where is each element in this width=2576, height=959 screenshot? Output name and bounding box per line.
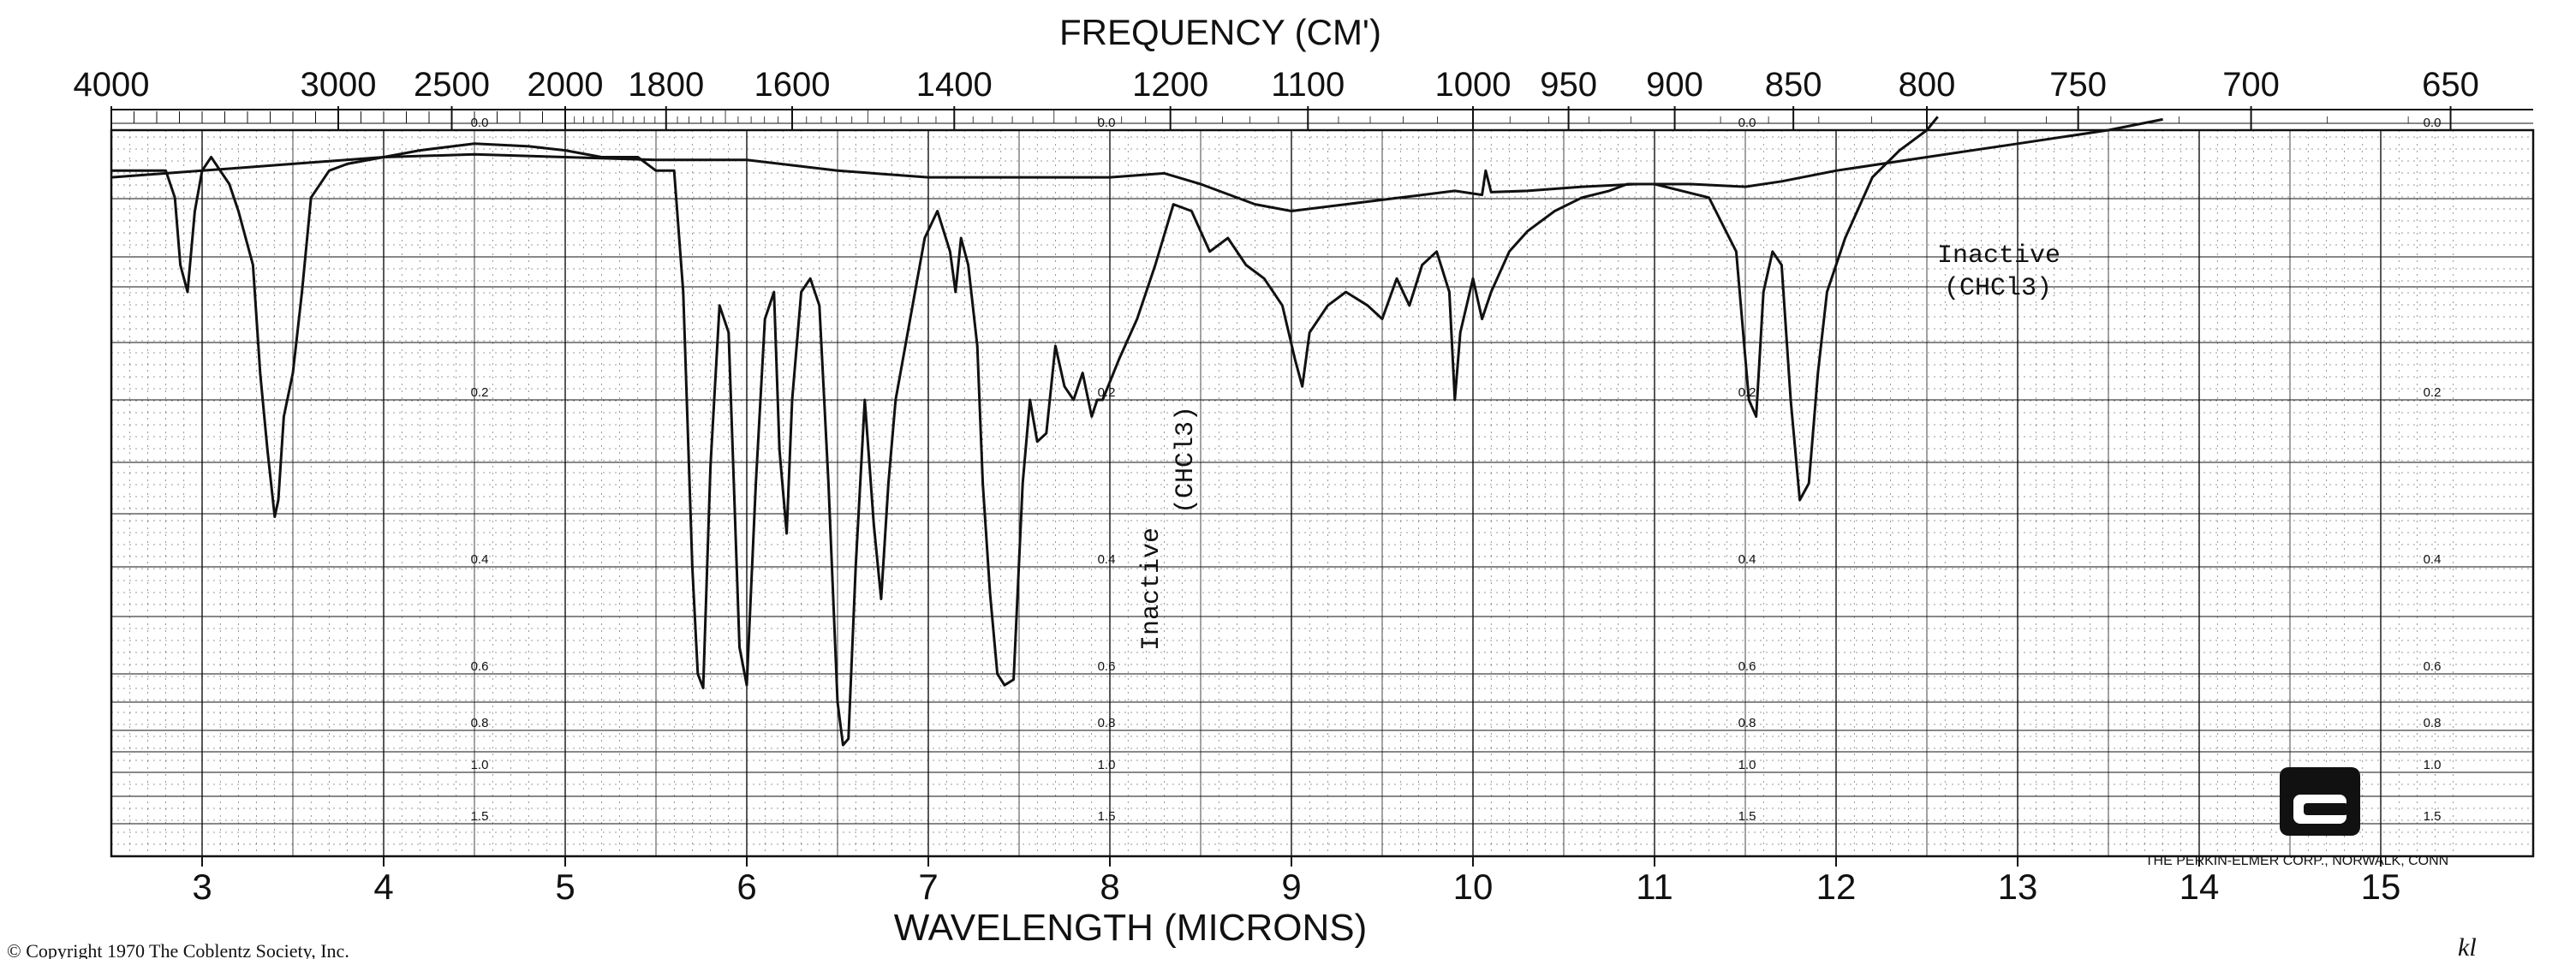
absorbance-label: 0.4 [471,552,489,567]
absorbance-label: 0.6 [471,659,489,674]
bottom-tick-label: 7 [918,867,938,907]
absorbance-label: 0.0 [1098,116,1116,130]
absorbance-label: 1.0 [2424,758,2442,772]
top-tick-label: 2000 [528,66,604,104]
inactive-solvent-annotation: (CHCl3) [1944,274,2052,303]
chart-grid [110,130,2533,856]
top-tick-label: 1100 [1271,66,1345,104]
top-tick-label: 900 [1646,66,1703,104]
absorbance-label: 1.0 [471,758,489,772]
absorbance-label: 1.5 [2424,809,2442,824]
top-tick-label: 800 [1899,66,1956,104]
top-tick-label: 1800 [628,66,704,104]
bottom-tick-label: 5 [555,867,575,907]
axis-labels: 4000 3000 2500 2000 1800 1600 1400 1200 1100 1000… [74,12,2479,949]
copyright-note: © Copyright 1970 The Coblentz Society, I… [7,940,349,959]
top-tick-label: 950 [1540,66,1597,104]
absorbance-label: 0.6 [2424,659,2442,674]
inactive-annotation: Inactive [1937,241,2060,271]
chart-frame [110,109,2535,858]
annotations: Inactive(CHCl3)Inactive(CHCl3)THE PERKIN… [7,241,2477,959]
margin-handwriting: kl [2458,933,2477,959]
bottom-tick-label: 6 [736,867,756,907]
bottom-tick-label: 8 [1100,867,1119,907]
spectrum-series-group [110,116,2163,747]
absorbance-label: 0.2 [2424,385,2442,400]
bottom-tick-label: 10 [1453,867,1494,907]
bottom-tick-label: 14 [2179,867,2220,907]
absorbance-label: 1.5 [1738,809,1756,824]
absorbance-label: 1.5 [1098,809,1116,824]
top-tick-label: 700 [2222,66,2280,104]
top-tick-label: 1400 [916,66,993,104]
bottom-tick-label: 12 [1816,867,1857,907]
absorbance-label: 0.8 [471,716,489,730]
inactive-solvent-annotation-rotated: (CHCl3) [1172,406,1201,514]
absorbance-label: 1.5 [471,809,489,824]
absorbance-label: 1.0 [1738,758,1756,772]
absorbance-label: 0.2 [1738,385,1756,400]
manufacturer-label: THE PERKIN-ELMER CORP., NORWALK, CONN [2145,854,2448,868]
bottom-axis-title: WAVELENGTH (MICRONS) [894,907,1367,949]
absorbance-label: 0.2 [471,385,489,400]
top-tick-label: 3000 [301,66,377,104]
absorbance-label: 0.8 [2424,716,2442,730]
plot-frame [110,128,2535,858]
bottom-tick-label: 11 [1636,867,1673,907]
bottom-tick-label: 4 [373,867,393,907]
reference-baseline-line [110,117,2163,212]
bottom-tick-label: 13 [1998,867,2038,907]
top-tick-label: 1200 [1132,66,1208,104]
top-tick-label: 2500 [414,66,490,104]
bottom-tick-label: 15 [2361,867,2401,907]
top-tick-label: 1600 [754,66,831,104]
top-tick-label: 4000 [74,66,150,104]
bottom-tick-label: 9 [1281,867,1301,907]
top-tick-label: 750 [2049,66,2107,104]
top-tick-label: 1000 [1435,66,1512,104]
top-axis-title: FREQUENCY (CM') [1059,12,1381,52]
absorbance-label: 0.0 [1738,116,1756,130]
perkin-elmer-logo-icon [2280,767,2360,836]
top-tick-label: 850 [1765,66,1822,104]
absorbance-label: 0.4 [1098,552,1116,567]
absorbance-label: 0.6 [1098,659,1116,674]
sample-spectrum-line [111,116,1939,747]
absorbance-label: 0.0 [2424,116,2442,130]
top-tick-label: 650 [2422,66,2479,104]
absorbance-label: 0.8 [1098,716,1116,730]
absorbance-label: 0.2 [1098,385,1116,400]
absorbance-label: 0.0 [471,116,489,130]
absorbance-label: 0.6 [1738,659,1756,674]
absorbance-label: 0.4 [2424,552,2442,567]
absorbance-label: 1.0 [1098,758,1116,772]
absorbance-label: 0.4 [1738,552,1756,567]
bottom-tick-label: 3 [192,867,212,907]
inactive-annotation-rotated: Inactive [1137,527,1166,651]
absorbance-label: 0.8 [1738,716,1756,730]
